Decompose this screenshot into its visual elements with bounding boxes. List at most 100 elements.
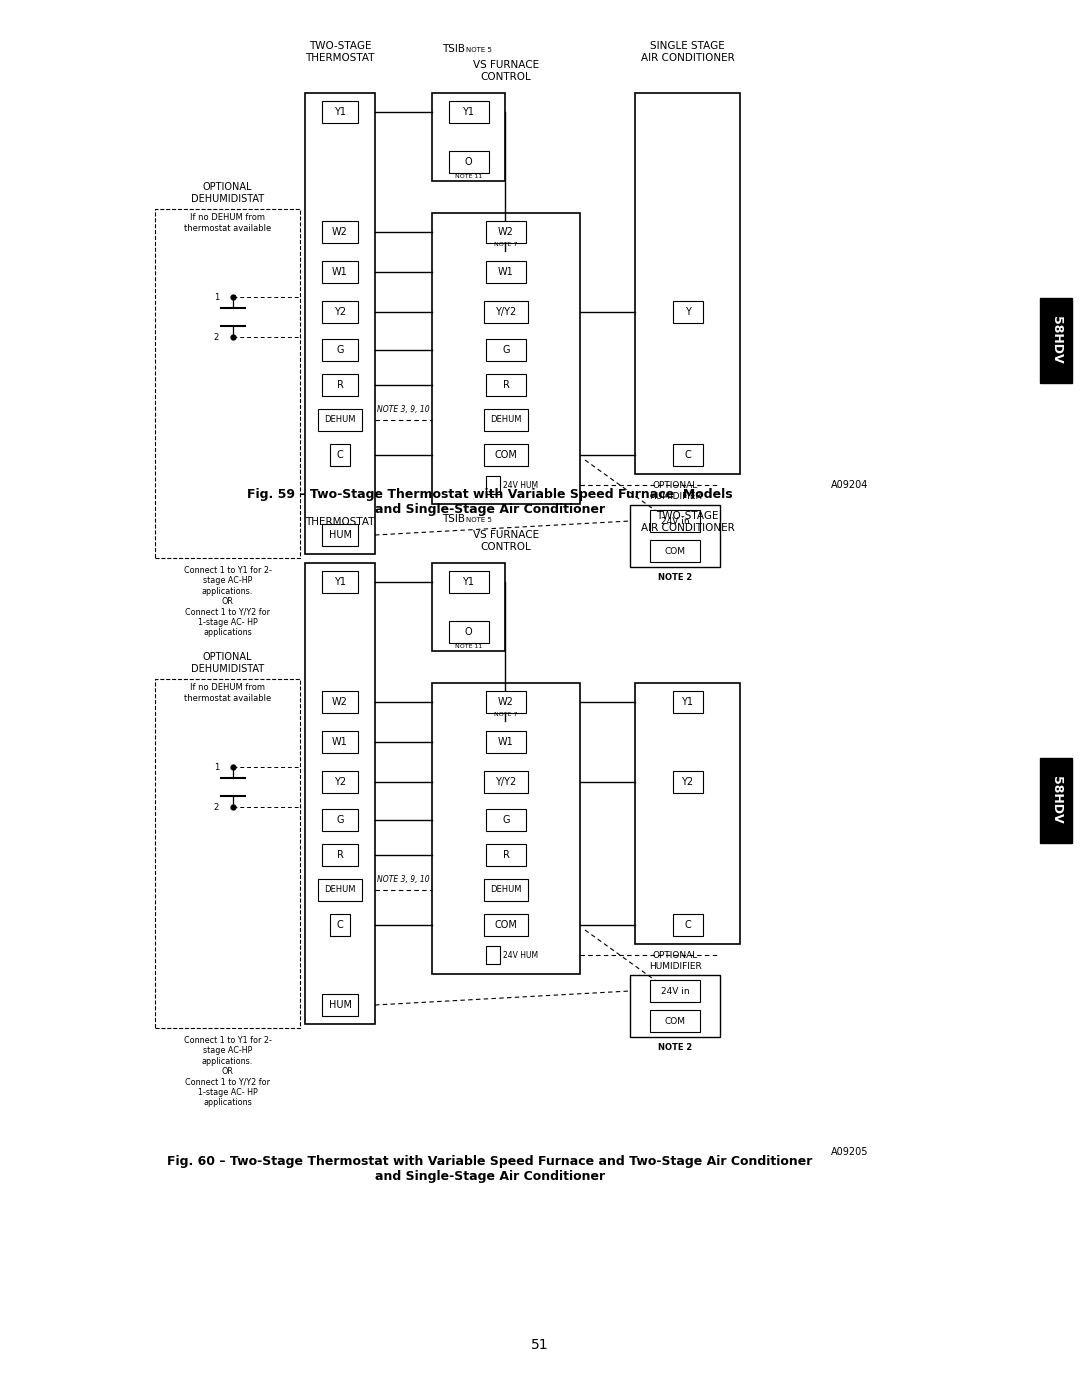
Text: SINGLE STAGE
AIR CONDITIONER: SINGLE STAGE AIR CONDITIONER: [640, 41, 734, 63]
Text: 51: 51: [531, 1338, 549, 1352]
Bar: [486, 261, 526, 284]
Bar: [486, 844, 526, 866]
Text: G: G: [502, 345, 510, 355]
Bar: [322, 571, 357, 592]
Bar: [432, 94, 505, 182]
Text: If no DEHUM from
thermostat available: If no DEHUM from thermostat available: [184, 683, 271, 703]
Bar: [630, 504, 720, 567]
Text: NOTE 5: NOTE 5: [467, 517, 492, 522]
Text: NOTE 2: NOTE 2: [658, 573, 692, 581]
Bar: [322, 339, 357, 360]
Bar: [448, 151, 488, 173]
Bar: [322, 300, 357, 323]
Text: NOTE 3, 9, 10: NOTE 3, 9, 10: [377, 405, 430, 414]
Bar: [305, 563, 375, 1024]
Bar: [318, 409, 362, 432]
Bar: [673, 692, 702, 712]
Text: G: G: [336, 345, 343, 355]
Text: TWO-STAGE
AIR CONDITIONER: TWO-STAGE AIR CONDITIONER: [640, 511, 734, 532]
Bar: [486, 374, 526, 395]
Text: 2: 2: [214, 802, 219, 812]
Text: 24V in: 24V in: [661, 986, 689, 996]
Text: A09205: A09205: [832, 1147, 868, 1157]
Text: W1: W1: [333, 738, 348, 747]
Text: COM: COM: [664, 1017, 686, 1025]
Text: Y: Y: [685, 307, 690, 317]
Text: R: R: [502, 849, 510, 861]
Bar: [486, 731, 526, 753]
Text: VS FURNACE
CONTROL: VS FURNACE CONTROL: [473, 531, 539, 552]
Text: W2: W2: [498, 226, 514, 237]
Bar: [486, 221, 526, 243]
Text: If no DEHUM from
thermostat available: If no DEHUM from thermostat available: [184, 214, 271, 233]
Text: DEHUM: DEHUM: [324, 415, 355, 425]
Text: G: G: [502, 814, 510, 826]
Bar: [486, 476, 500, 495]
Text: Y2: Y2: [681, 777, 693, 787]
Text: 1: 1: [214, 292, 219, 302]
Bar: [630, 975, 720, 1037]
Bar: [322, 809, 357, 831]
Text: 58HDV: 58HDV: [1050, 777, 1063, 824]
Text: Connect 1 to Y1 for 2-
stage AC-HP
applications.
OR
Connect 1 to Y/Y2 for
1-stag: Connect 1 to Y1 for 2- stage AC-HP appli…: [184, 1037, 271, 1108]
Bar: [486, 946, 500, 964]
Text: OPTIONAL
DEHUMIDISTAT: OPTIONAL DEHUMIDISTAT: [191, 182, 265, 204]
Text: Y1: Y1: [681, 697, 693, 707]
Text: Y2: Y2: [334, 777, 346, 787]
Bar: [650, 1010, 700, 1032]
Bar: [322, 101, 357, 123]
Bar: [448, 622, 488, 643]
Text: Y/Y2: Y/Y2: [496, 307, 516, 317]
Bar: [650, 981, 700, 1002]
Bar: [1040, 757, 1072, 842]
Bar: [673, 444, 702, 467]
Text: C: C: [684, 450, 691, 460]
Text: Y1: Y1: [334, 577, 346, 587]
Bar: [322, 771, 357, 793]
Bar: [322, 692, 357, 712]
Bar: [673, 914, 702, 936]
Text: NOTE 5: NOTE 5: [467, 47, 492, 53]
Text: Fig. 59 – Two-Stage Thermostat with Variable Speed Furnace  Models
and Single-St: Fig. 59 – Two-Stage Thermostat with Vari…: [247, 488, 733, 515]
Bar: [330, 444, 350, 467]
Bar: [322, 261, 357, 284]
Text: Fig. 60 – Two-Stage Thermostat with Variable Speed Furnace and Two-Stage Air Con: Fig. 60 – Two-Stage Thermostat with Vari…: [167, 1155, 812, 1183]
Bar: [635, 94, 740, 474]
Text: 24V in: 24V in: [661, 517, 689, 525]
Bar: [322, 995, 357, 1016]
Text: W2: W2: [332, 226, 348, 237]
Text: C: C: [684, 921, 691, 930]
Text: Y1: Y1: [462, 108, 474, 117]
Text: Y/Y2: Y/Y2: [496, 777, 516, 787]
Text: TSIB: TSIB: [443, 514, 465, 524]
Bar: [484, 300, 528, 323]
Text: OPTIONAL
HUMIDIFIER: OPTIONAL HUMIDIFIER: [649, 951, 701, 971]
Bar: [484, 409, 528, 432]
Text: W1: W1: [333, 267, 348, 277]
Text: COM: COM: [495, 921, 517, 930]
Text: VS FURNACE
CONTROL: VS FURNACE CONTROL: [473, 60, 539, 82]
Text: 2: 2: [214, 332, 219, 341]
Text: NOTE 3, 9, 10: NOTE 3, 9, 10: [377, 875, 430, 884]
Text: OPTIONAL
DEHUMIDISTAT: OPTIONAL DEHUMIDISTAT: [191, 652, 265, 673]
Text: HUM: HUM: [328, 1000, 351, 1010]
Text: W2: W2: [498, 697, 514, 707]
Text: Y1: Y1: [462, 577, 474, 587]
Text: Connect 1 to Y1 for 2-
stage AC-HP
applications.
OR
Connect 1 to Y/Y2 for
1-stag: Connect 1 to Y1 for 2- stage AC-HP appli…: [184, 566, 271, 637]
Bar: [322, 844, 357, 866]
Bar: [322, 374, 357, 395]
Bar: [650, 541, 700, 562]
Bar: [432, 212, 580, 504]
Text: R: R: [337, 849, 343, 861]
Text: DEHUM: DEHUM: [324, 886, 355, 894]
Text: W2: W2: [332, 697, 348, 707]
Text: NOTE 11: NOTE 11: [455, 173, 482, 179]
Text: NOTE 11: NOTE 11: [455, 644, 482, 648]
Text: DEHUM: DEHUM: [490, 415, 522, 425]
Bar: [322, 221, 357, 243]
Text: NOTE 7: NOTE 7: [495, 712, 517, 718]
Text: TSIB: TSIB: [443, 43, 465, 54]
Bar: [484, 914, 528, 936]
Bar: [484, 771, 528, 793]
Text: W1: W1: [498, 738, 514, 747]
